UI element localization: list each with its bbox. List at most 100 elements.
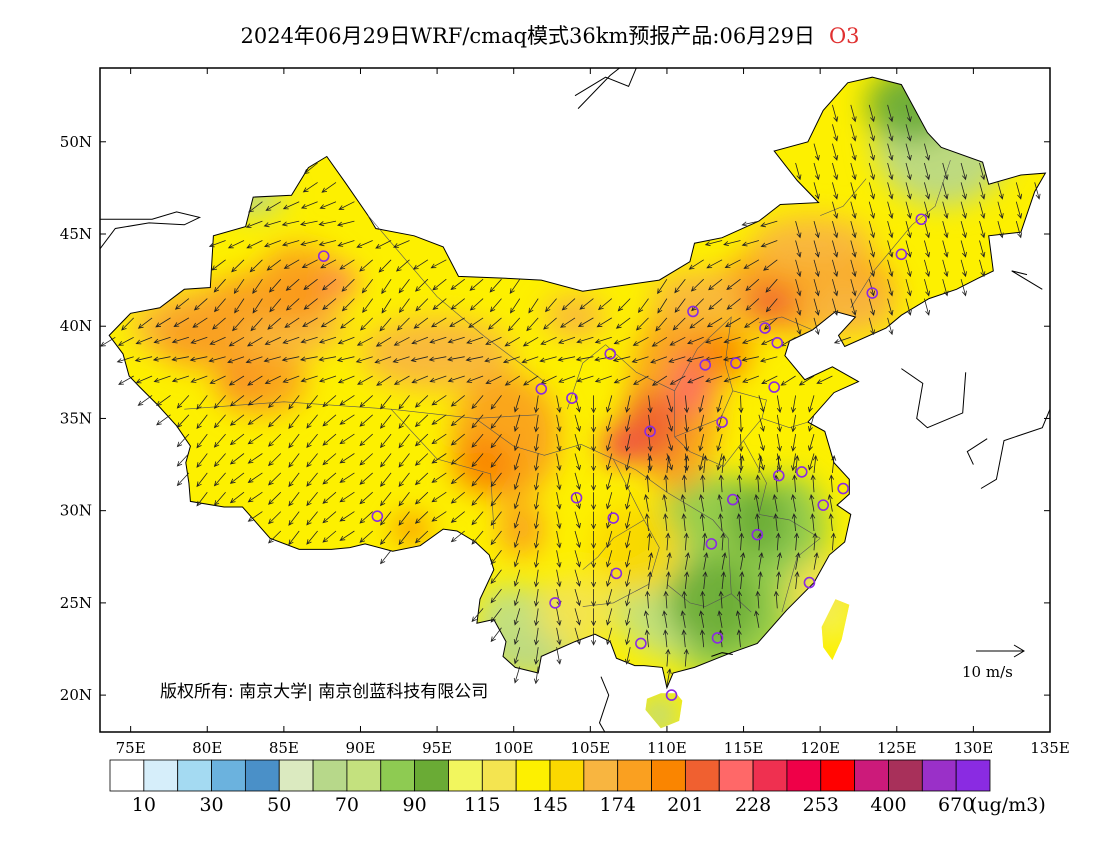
wind-arrow-159: [745, 278, 760, 291]
wind-arrow-472: [791, 434, 797, 452]
wind-arrow-656: [738, 532, 744, 551]
wind-arrow-235: [543, 317, 557, 330]
wind-arrow-343: [411, 375, 429, 384]
colorbar-swatch-12: [515, 759, 551, 792]
wind-arrow-349: [523, 375, 539, 386]
wind-arrow-727: [735, 610, 741, 628]
wind-arrow-177: [285, 298, 300, 311]
wind-arrow-653: [683, 532, 689, 551]
wind-arrow-689: [665, 571, 671, 590]
wind-arrow-38: [942, 182, 949, 200]
wind-arrow-492: [513, 453, 521, 471]
wind-arrow-509: [176, 472, 190, 487]
wind-arrow-292: [134, 356, 153, 363]
wind-arrow-112: [283, 259, 300, 269]
wind-arrow-690: [684, 571, 690, 590]
wind-arrow-355: [633, 375, 649, 385]
province-line-13: [666, 584, 732, 607]
wind-arrow-554: [359, 491, 373, 505]
wind-arrow-527: [513, 472, 521, 491]
wind-arrow-645: [533, 550, 539, 569]
wind-arrow-616: [339, 530, 355, 541]
wind-arrow-118: [396, 259, 410, 272]
wind-arrow-264: [318, 336, 337, 344]
wind-arrow-142: [303, 278, 318, 291]
wind-arrow-230: [449, 317, 465, 327]
wind-arrow-307: [410, 356, 428, 363]
wind-arrow-169: [942, 279, 949, 297]
wind-arrow-67: [741, 220, 759, 227]
wind-arrow-705: [625, 608, 631, 626]
wind-arrow-88: [318, 240, 337, 247]
station-marker-18: [549, 597, 561, 609]
wind-arrow-290: [833, 336, 851, 344]
station-marker-24: [727, 493, 739, 506]
wind-arrow-266: [356, 336, 373, 346]
wind-arrow-537: [702, 454, 708, 473]
wind-arrow-566: [591, 492, 597, 511]
wind-arrow-277: [558, 336, 576, 344]
wind-arrow-111: [266, 259, 282, 271]
wind-arrow-702: [574, 608, 581, 626]
wind-arrow-714: [490, 627, 502, 643]
wind-arrow-243: [689, 317, 704, 329]
wind-arrow-491: [490, 453, 502, 468]
wind-arrow-274: [504, 336, 521, 347]
wind-arrow-505: [758, 453, 765, 471]
wind-arrow-735: [681, 629, 687, 648]
wind-arrow-680: [490, 588, 502, 604]
wind-arrow-374: [288, 395, 300, 410]
wind-arrow-304: [355, 356, 373, 363]
wind-arrow-298: [245, 356, 263, 364]
wind-arrow-497: [606, 453, 613, 471]
wind-arrow-570: [663, 474, 669, 493]
wind-arrow-351: [558, 375, 576, 383]
wind-arrow-50: [832, 201, 839, 219]
colorbar-swatch-20: [786, 759, 822, 792]
wind-arrow-452: [414, 433, 429, 447]
wind-arrow-197: [657, 298, 668, 314]
wind-arrow-459: [556, 434, 562, 452]
wind-arrow-203: [765, 298, 778, 313]
wind-arrow-22: [868, 162, 875, 181]
wind-arrow-249: [813, 317, 820, 336]
wind-arrow-33: [850, 182, 857, 200]
wind-arrow-104: [924, 240, 931, 258]
wind-arrow-212: [121, 317, 134, 331]
wind-arrow-542: [794, 454, 800, 473]
wind-arrow-610: [809, 494, 815, 512]
coastline-3: [1011, 270, 1043, 290]
wind-arrow-155: [674, 278, 686, 294]
wind-arrow-429: [647, 414, 653, 433]
wind-arrow-7: [868, 124, 875, 142]
wind-arrow-240: [635, 317, 649, 331]
wind-arrow-729: [513, 647, 521, 665]
wind-arrow-627: [574, 530, 581, 549]
chart-title: 2024年06月29日WRF/cmaq模式36km预报产品:06月29日 O3: [0, 20, 1100, 50]
station-marker-26: [772, 469, 785, 482]
wind-arrow-515: [288, 472, 300, 488]
wind-arrow-679: [813, 552, 819, 570]
wind-arrow-670: [648, 552, 654, 570]
wind-arrow-439: [176, 433, 190, 448]
wind-arrow-86: [282, 240, 300, 247]
x-tick-label-10: 125E: [877, 739, 917, 757]
wind-arrow-263: [300, 336, 318, 344]
colorbar-label-3: 70: [335, 794, 359, 816]
wind-arrow-493: [533, 453, 539, 472]
wind-arrow-70: [813, 220, 820, 239]
wind-arrow-227: [396, 317, 410, 331]
wind-arrow-661: [830, 532, 836, 551]
wind-arrow-348: [504, 375, 521, 386]
wind-arrow-216: [192, 317, 208, 328]
station-marker-2: [566, 392, 578, 404]
wind-arrow-699: [513, 608, 521, 626]
wind-arrow-475: [196, 453, 208, 468]
wind-arrow-171: [174, 298, 190, 310]
wind-arrow-482: [322, 453, 337, 466]
wind-arrow-480: [288, 453, 300, 468]
wind-arrow-669: [625, 569, 631, 588]
wind-arrow-119: [412, 259, 429, 270]
province-line-6: [674, 316, 734, 438]
wind-arrow-460: [574, 433, 581, 452]
